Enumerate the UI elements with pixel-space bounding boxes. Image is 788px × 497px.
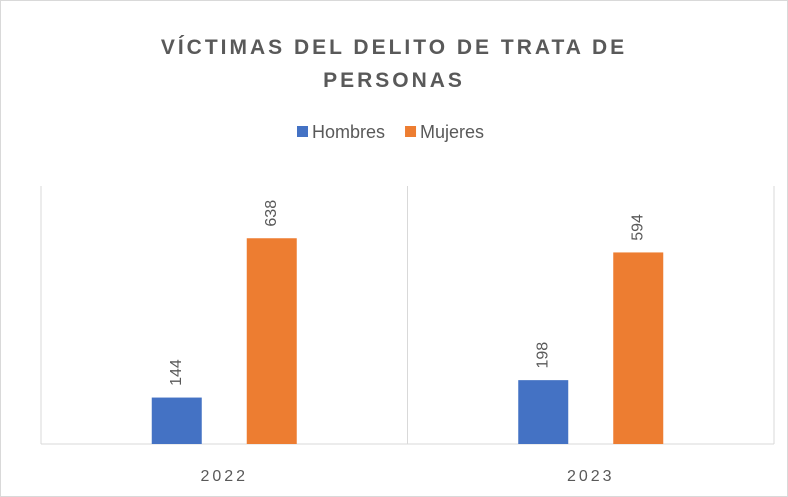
chart-title: VÍCTIMAS DEL DELITO DE TRATA DE PERSONAS xyxy=(160,36,628,92)
data-label: 638 xyxy=(263,200,280,227)
bar xyxy=(246,238,297,444)
legend-swatch xyxy=(405,126,417,137)
bar xyxy=(613,252,664,444)
legend-label: Hombres xyxy=(312,122,385,142)
data-label: 594 xyxy=(629,214,646,241)
data-label: 198 xyxy=(534,342,551,369)
bar xyxy=(151,397,202,444)
x-tick-label: 2022 xyxy=(200,468,248,485)
x-tick-label: 2023 xyxy=(567,468,615,485)
data-label: 144 xyxy=(168,359,185,386)
bar xyxy=(518,380,569,444)
legend-label: Mujeres xyxy=(420,122,484,142)
legend-swatch xyxy=(297,126,308,137)
